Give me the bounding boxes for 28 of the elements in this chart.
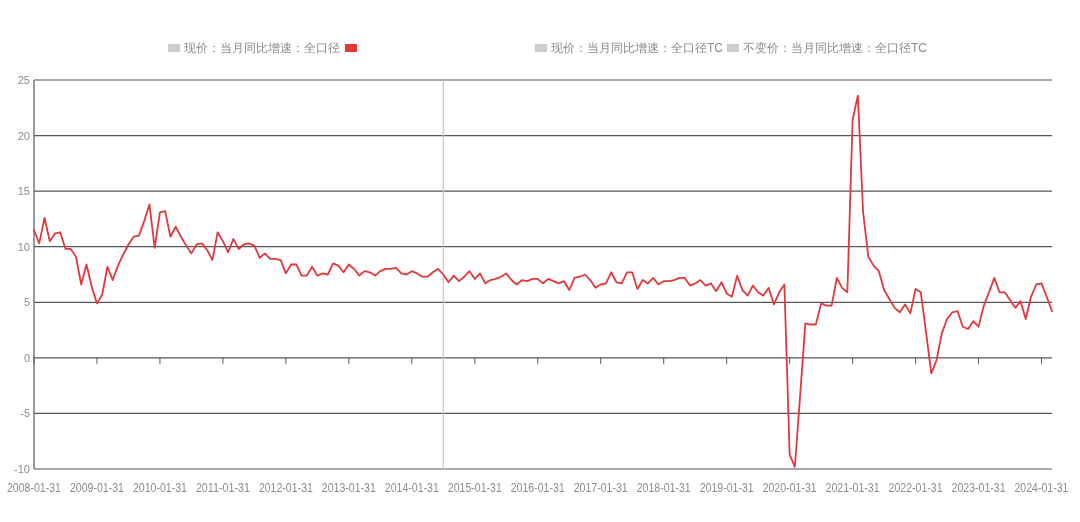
- x-tick-label: 2016-01-31: [510, 481, 573, 495]
- x-tick-label: 2012-01-31: [258, 481, 321, 495]
- x-tick-label: 2017-01-31: [573, 481, 636, 495]
- x-tick-label: 2008-01-31: [7, 481, 69, 495]
- x-tick-label: 2014-01-31: [384, 481, 447, 495]
- legend-label: 现价：当月同比增速：全口径: [184, 41, 340, 55]
- x-tick-label: 2024-01-31: [1014, 481, 1076, 495]
- legend-label: 不变价：当月同比增速：全口径TC: [743, 41, 928, 55]
- x-tick-label: 2018-01-31: [636, 481, 699, 495]
- y-tick-label: 25: [17, 74, 30, 86]
- x-tick-label: 2009-01-31: [69, 481, 132, 495]
- x-tick-label: 2013-01-31: [321, 481, 384, 495]
- y-tick-label: 5: [23, 296, 30, 309]
- x-tick-label: 2015-01-31: [447, 481, 510, 495]
- y-tick-label: 20: [17, 129, 30, 142]
- x-tick-label: 2022-01-31: [888, 481, 950, 495]
- x-tick-label: 2019-01-31: [699, 481, 762, 495]
- y-tick-label: 10: [17, 240, 30, 253]
- y-tick-label: -5: [20, 407, 30, 420]
- y-tick-label: -10: [14, 463, 30, 475]
- y-tick-label: 15: [17, 185, 30, 198]
- y-tick-label: 0: [23, 351, 30, 364]
- x-tick-label: 2020-01-31: [762, 481, 824, 495]
- x-tick-label: 2023-01-31: [951, 481, 1013, 495]
- x-tick-label: 2010-01-31: [132, 481, 195, 495]
- x-tick-label: 2011-01-31: [195, 481, 257, 495]
- x-tick-label: 2021-01-31: [825, 481, 887, 495]
- legend-label: 现价：当月同比增速：全口径TC: [551, 41, 724, 55]
